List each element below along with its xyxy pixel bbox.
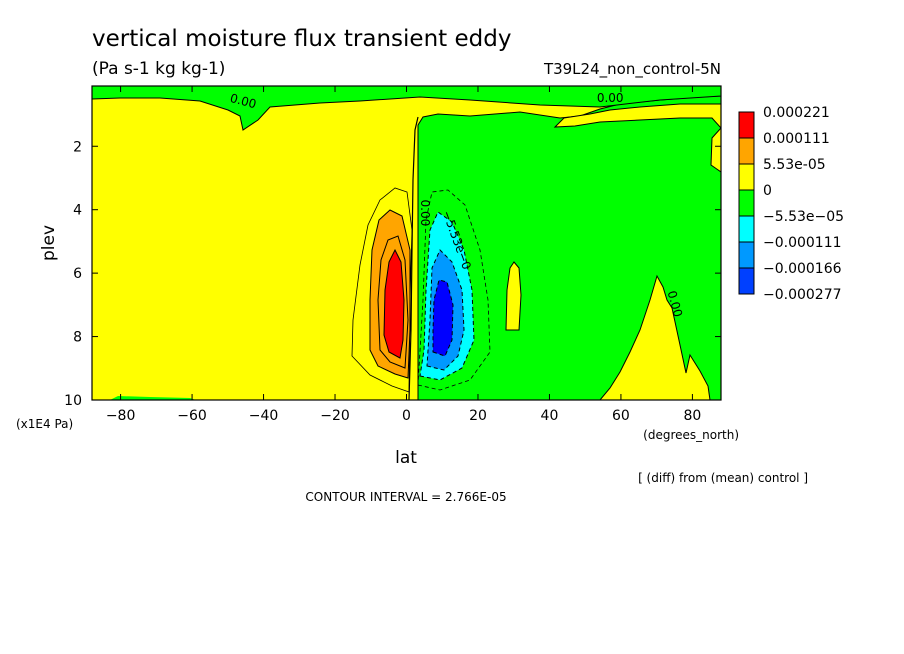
- y-axis: 2 4 6 8 10: [64, 139, 721, 409]
- legend-label: −0.000111: [763, 235, 842, 251]
- y-tick-label: 10: [64, 393, 82, 409]
- legend-label: 0.000221: [763, 105, 830, 121]
- legend-label: 5.53e-05: [763, 157, 826, 173]
- chart-title: vertical moisture flux transient eddy: [92, 26, 511, 52]
- contour-label: 0.00: [418, 200, 432, 227]
- contour-label: 0.00: [665, 289, 685, 318]
- x-tick-label: −80: [106, 408, 136, 424]
- legend-label: 0.000111: [763, 131, 830, 147]
- y-tick-label: 4: [73, 203, 82, 219]
- legend-label: 0: [763, 183, 772, 199]
- x-tick-label: 80: [683, 408, 701, 424]
- legend-swatch: [738, 215, 755, 243]
- field-positive-lobe-red: [383, 248, 405, 359]
- legend-label: −5.53e−05: [763, 209, 844, 225]
- y-tick-label: 6: [73, 266, 82, 282]
- field-negative-bottom-sliver: [110, 396, 196, 400]
- comparison-note: [ (diff) from (mean) control ]: [638, 471, 808, 485]
- x-tick-label: 60: [612, 408, 630, 424]
- run-label: T39L24_non_control-5N: [543, 60, 721, 79]
- x-tick-label: 20: [469, 408, 487, 424]
- legend: 0.000221 0.000111 5.53e-05 0 −5.53e−05 −0.000…: [738, 105, 844, 303]
- legend-swatch: [738, 137, 755, 165]
- legend-swatch: [738, 111, 755, 139]
- legend-label: −0.000166: [763, 261, 842, 277]
- zero-contour-line: [408, 116, 419, 400]
- contour-label: 0.00: [597, 91, 624, 105]
- x-tick-label: −20: [320, 408, 350, 424]
- y-axis-label: plev: [39, 225, 59, 261]
- x-tick-label: −40: [249, 408, 279, 424]
- field-negative-lobe-core: [432, 279, 454, 357]
- field-negative-region: [417, 95, 721, 400]
- contour-interval: CONTOUR INTERVAL = 2.766E-05: [305, 490, 506, 504]
- field-positive-patch-north: [553, 103, 721, 129]
- field-negative-top-band: [92, 86, 721, 131]
- x-tick-label: −60: [177, 408, 207, 424]
- plot-area: [92, 86, 721, 400]
- y-tick-label: 2: [73, 139, 82, 155]
- x-axis-label: lat: [395, 448, 417, 468]
- x-tick-label: 40: [541, 408, 559, 424]
- legend-swatch: [738, 163, 755, 191]
- legend-swatch: [738, 267, 755, 295]
- y-axis-units: (x1E4 Pa): [16, 417, 73, 431]
- chart-subtitle: (Pa s-1 kg kg-1): [92, 59, 225, 79]
- y-tick-label: 8: [73, 330, 82, 346]
- legend-label: −0.000277: [763, 287, 842, 303]
- x-axis-units: (degrees_north): [643, 428, 739, 442]
- x-tick-label: 0: [402, 408, 411, 424]
- contour-label: 0.00: [228, 91, 257, 111]
- legend-swatch: [738, 189, 755, 217]
- legend-swatch: [738, 241, 755, 269]
- field-positive-blob-30n: [505, 261, 522, 331]
- x-axis: −80 −60 −40 −20 0 20 40 60 80: [106, 86, 701, 424]
